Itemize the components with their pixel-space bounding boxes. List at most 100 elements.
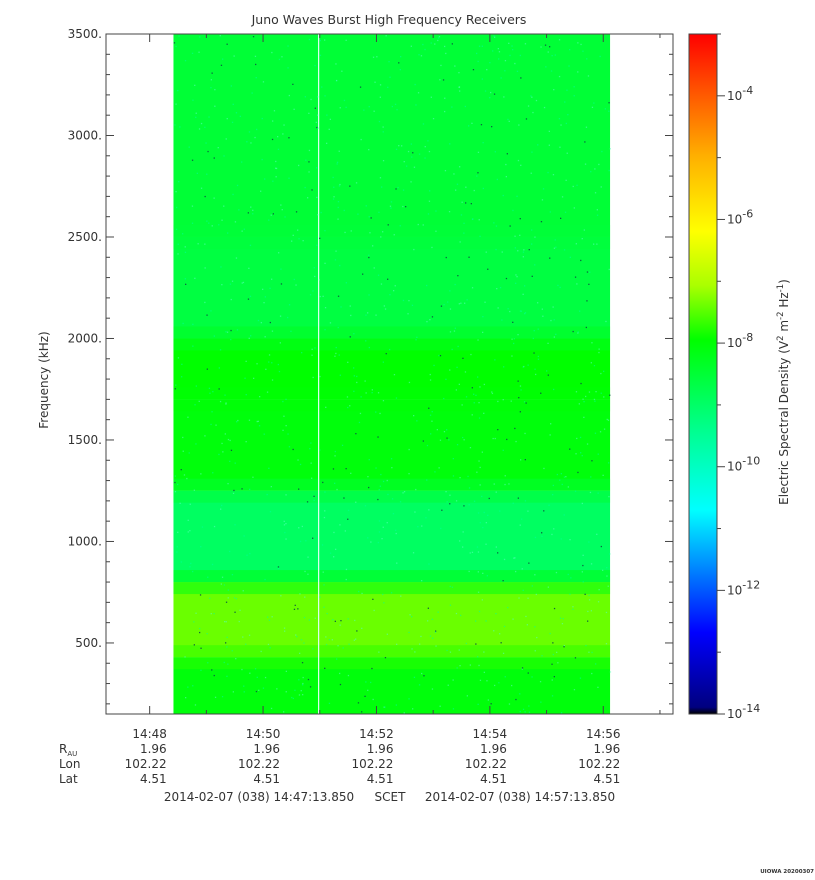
noise-speck (596, 243, 598, 245)
noise-speck (415, 104, 417, 106)
noise-speck (438, 467, 440, 469)
noise-speck (507, 606, 509, 609)
noise-speck (473, 189, 475, 192)
ephemeris-value: 102.22 (465, 757, 507, 771)
noise-speck (332, 198, 335, 200)
noise-speck (439, 79, 441, 81)
noise-speck (347, 518, 349, 520)
noise-speck (560, 217, 562, 219)
noise-speck (395, 704, 397, 706)
colorbar-tick-label: 10-10 (727, 455, 760, 474)
noise-speck (600, 372, 602, 375)
y-tick-label: 1500. (68, 433, 102, 447)
noise-speck (514, 62, 516, 65)
noise-speck (257, 319, 260, 322)
noise-speck (399, 225, 401, 227)
frequency-band-6 (173, 34, 611, 237)
noise-speck (395, 188, 397, 190)
noise-speck (175, 45, 177, 48)
noise-speck (339, 683, 342, 686)
noise-speck (256, 363, 258, 365)
noise-speck (279, 342, 281, 344)
noise-speck (175, 103, 177, 105)
noise-speck (446, 429, 448, 431)
ephemeris-value: 102.22 (578, 757, 620, 771)
spectrogram-noise (173, 35, 612, 714)
frequency-band-5 (173, 236, 611, 339)
noise-speck (225, 642, 227, 644)
noise-speck (532, 337, 534, 340)
noise-speck (531, 229, 533, 231)
noise-speck (269, 647, 271, 649)
noise-speck (429, 373, 431, 376)
noise-speck (456, 444, 459, 446)
noise-speck (573, 689, 576, 691)
noise-speck (520, 459, 522, 461)
noise-speck (465, 396, 468, 398)
noise-speck (556, 473, 558, 476)
noise-speck (218, 388, 220, 390)
noise-speck (369, 232, 371, 234)
noise-speck (594, 168, 596, 170)
noise-speck (524, 285, 526, 287)
noise-speck (343, 99, 346, 102)
noise-speck (245, 441, 247, 443)
noise-speck (524, 312, 527, 314)
noise-speck (481, 451, 483, 453)
noise-speck (192, 323, 194, 325)
noise-speck (226, 331, 229, 333)
noise-speck (318, 279, 320, 281)
noise-speck (348, 643, 350, 645)
noise-speck (478, 219, 480, 221)
y-tick-label: 3000. (68, 128, 102, 142)
noise-speck (217, 147, 219, 149)
noise-speck (321, 544, 324, 546)
noise-speck (192, 570, 194, 573)
ephemeris-value: 102.22 (351, 757, 393, 771)
noise-speck (513, 338, 515, 340)
noise-speck (487, 699, 489, 701)
noise-speck (527, 597, 529, 599)
noise-speck (355, 501, 357, 503)
time-range-scet: SCET (375, 790, 407, 804)
noise-speck (188, 452, 190, 454)
noise-speck (235, 112, 238, 114)
noise-speck (468, 570, 470, 573)
noise-speck (519, 693, 521, 695)
noise-speck (334, 355, 336, 357)
noise-speck (191, 52, 194, 54)
noise-speck (534, 368, 536, 370)
noise-speck (517, 497, 519, 499)
noise-speck (308, 38, 311, 41)
noise-speck (195, 612, 197, 614)
noise-speck (470, 353, 472, 356)
noise-speck (277, 363, 279, 366)
noise-speck (431, 411, 433, 413)
noise-speck (227, 232, 229, 234)
noise-speck (280, 268, 282, 270)
noise-speck (559, 146, 561, 148)
noise-speck (334, 482, 336, 484)
noise-speck (180, 469, 182, 471)
noise-speck (519, 385, 522, 387)
noise-speck (349, 185, 351, 187)
ephemeris-value: 102.22 (238, 757, 280, 771)
noise-speck (337, 295, 340, 297)
noise-speck (407, 150, 410, 153)
noise-speck (449, 290, 451, 292)
noise-speck (317, 114, 319, 116)
noise-speck (400, 595, 402, 597)
noise-speck (280, 595, 282, 597)
noise-speck (308, 149, 311, 152)
noise-speck (593, 243, 595, 245)
noise-speck (422, 440, 424, 442)
noise-speck (195, 443, 197, 445)
noise-speck (213, 525, 216, 528)
noise-speck (208, 116, 210, 118)
noise-speck (319, 54, 322, 56)
noise-speck (468, 125, 470, 127)
noise-speck (483, 651, 485, 653)
noise-speck (185, 283, 187, 285)
noise-speck (377, 541, 379, 544)
noise-speck (268, 361, 270, 363)
